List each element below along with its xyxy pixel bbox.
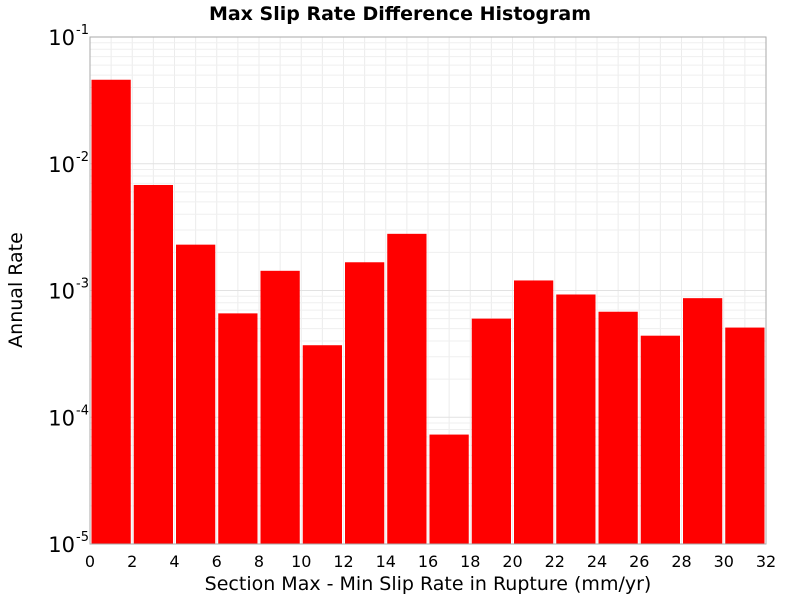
histogram-bar [640, 335, 680, 544]
y-tick-exponent: -5 [76, 530, 89, 545]
histogram-bar [302, 345, 342, 544]
histogram-bar [725, 327, 765, 544]
y-tick-label: 10 -4 [48, 403, 89, 430]
x-tick-label: 16 [418, 552, 438, 571]
x-tick-label: 14 [376, 552, 396, 571]
y-tick-label: 10 -5 [48, 530, 89, 557]
histogram-bar [218, 313, 258, 544]
x-tick-label: 20 [502, 552, 522, 571]
x-tick-label: 26 [629, 552, 649, 571]
histogram-bar [387, 233, 427, 544]
x-tick-label: 32 [756, 552, 776, 571]
x-tick-label: 4 [169, 552, 179, 571]
histogram-bar [176, 244, 216, 544]
chart-title: Max Slip Rate Difference Histogram [209, 3, 591, 25]
histogram-bar [91, 79, 131, 544]
y-axis-label: Annual Rate [5, 232, 27, 348]
x-tick-label: 22 [545, 552, 565, 571]
x-tick-label: 6 [212, 552, 222, 571]
x-tick-label: 24 [587, 552, 607, 571]
y-tick-label: 10 -1 [48, 23, 89, 50]
histogram-bar [683, 298, 723, 544]
x-tick-label: 8 [254, 552, 264, 571]
y-tick-exponent: -2 [76, 150, 89, 165]
x-tick-label: 12 [333, 552, 353, 571]
x-tick-labels: 0 2 4 6 8 10 12 14 16 18 20 22 24 26 28 30 32 [85, 552, 776, 571]
y-tick-base: 10 [48, 280, 75, 304]
x-tick-label: 0 [85, 552, 95, 571]
x-tick-label: 2 [127, 552, 137, 571]
x-tick-label: 10 [291, 552, 311, 571]
histogram-bar [514, 280, 554, 544]
histogram-bar [260, 270, 300, 544]
y-tick-exponent: -3 [76, 277, 89, 292]
y-tick-base: 10 [48, 153, 75, 177]
y-tick-label: 10 -2 [48, 150, 89, 177]
y-tick-exponent: -4 [76, 403, 89, 418]
y-tick-label: 10 -3 [48, 277, 89, 304]
x-tick-label: 28 [671, 552, 691, 571]
x-axis-label: Section Max - Min Slip Rate in Rupture (… [205, 573, 652, 595]
histogram-bar [598, 311, 638, 544]
y-tick-labels: 10-510-410-310-210-1 [48, 23, 89, 557]
y-tick-base: 10 [48, 406, 75, 430]
histogram-bar [133, 184, 173, 544]
histogram-bar [429, 434, 469, 544]
bars [91, 79, 765, 544]
x-tick-label: 30 [714, 552, 734, 571]
histogram-bar [345, 262, 385, 544]
y-tick-exponent: -1 [76, 23, 89, 38]
histogram-bar [471, 318, 511, 544]
y-tick-base: 10 [48, 533, 75, 557]
x-tick-label: 18 [460, 552, 480, 571]
histogram-bar [556, 294, 596, 544]
y-tick-base: 10 [48, 26, 75, 50]
plot-frame [89, 36, 767, 545]
